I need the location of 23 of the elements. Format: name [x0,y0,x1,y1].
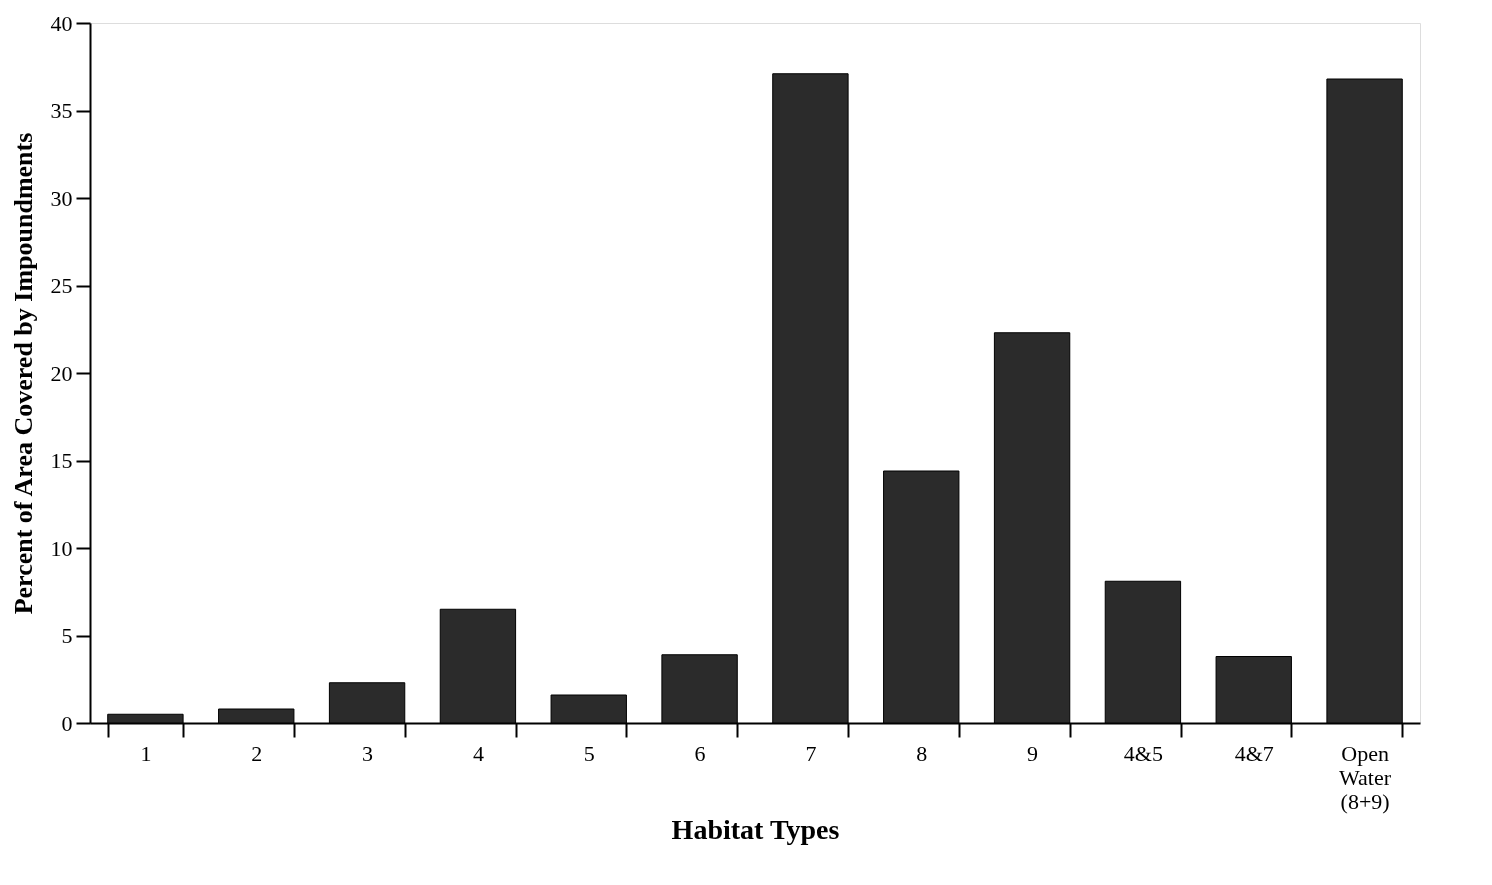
x-tick-label: 9 [1027,740,1039,766]
x-tick-label: Open Water (8+9) [1339,740,1392,814]
x-tick-label: 6 [694,740,706,766]
x-tick-label: 8 [916,740,928,766]
x-tick-label: 4 [472,740,484,766]
x-tick-label: 7 [805,740,817,766]
x-tick-label: 4&5 [1123,740,1163,766]
y-tick-label: 30 [50,185,73,211]
y-tick-label: 5 [61,623,73,648]
y-tick-label: 35 [50,98,73,123]
x-tick-label: 2 [251,740,263,766]
x-tick-label: 4&7 [1234,740,1274,766]
y-tick-label: 25 [50,273,73,298]
y-tick-label: 20 [50,360,73,386]
x-axis-title: Habitat Types [671,813,840,845]
x-tick-label: 5 [583,740,595,766]
x-tick-label: 3 [362,740,374,766]
y-tick-label: 40 [50,10,73,36]
y-tick-label: 0 [61,710,73,736]
y-axis-title: Percent of Area Covered by Impoundments [8,132,38,615]
y-tick-label: 10 [50,535,73,561]
x-tick-label: 1 [140,740,152,766]
y-tick-label: 15 [50,448,73,473]
